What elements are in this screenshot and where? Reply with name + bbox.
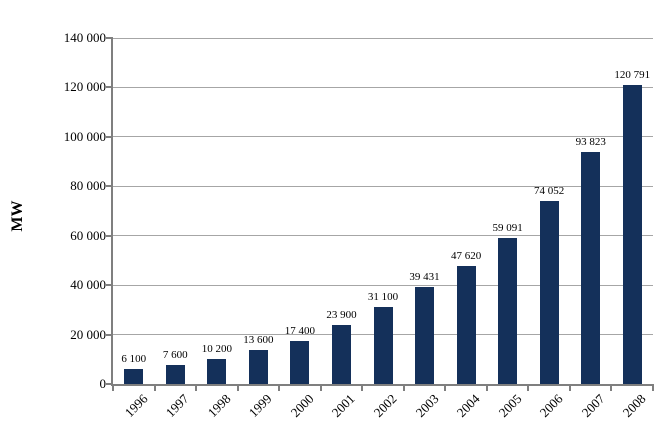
y-axis-tick-label: 20 000 — [70, 326, 106, 342]
bar-value-label: 7 600 — [162, 349, 188, 362]
x-axis-tick — [319, 384, 322, 391]
bar — [622, 85, 642, 384]
bar-value-label: 17 400 — [284, 324, 316, 337]
x-axis-tick — [112, 384, 114, 391]
y-axis-tick-label: 40 000 — [70, 277, 106, 293]
bar-value-label: 47 620 — [450, 250, 482, 263]
x-axis-tick — [610, 384, 613, 391]
gridline — [113, 37, 653, 39]
x-axis-tick — [527, 384, 530, 391]
gridline — [113, 235, 653, 237]
gridline — [113, 185, 653, 187]
y-axis-tick — [106, 333, 113, 336]
bar — [539, 200, 559, 384]
y-axis-tick-label: 0 — [99, 376, 107, 391]
y-axis-tick — [106, 185, 113, 188]
x-axis-category-label: 2008 — [619, 391, 649, 420]
bar — [124, 368, 144, 384]
bar-value-label: 59 091 — [492, 221, 523, 234]
y-axis-tick-label: 80 000 — [70, 178, 106, 194]
y-axis-tick — [106, 234, 113, 237]
bar-value-label: 10 200 — [201, 342, 232, 355]
bar — [498, 237, 518, 384]
y-axis-tick-label: 140 000 — [63, 30, 106, 45]
x-axis-line — [111, 384, 653, 386]
bar — [290, 340, 310, 384]
x-axis-tick — [195, 384, 198, 391]
x-axis-tick — [153, 384, 156, 391]
x-axis-tick — [236, 384, 239, 391]
y-axis-tick-label: 60 000 — [70, 227, 106, 243]
bar — [207, 358, 227, 384]
y-axis-tick — [106, 37, 113, 39]
bar-value-label: 13 600 — [243, 334, 274, 347]
x-axis-tick — [652, 384, 654, 391]
bar — [456, 266, 476, 384]
y-axis-tick — [106, 383, 113, 385]
bar-value-label: 120 791 — [614, 69, 651, 82]
x-axis-tick — [402, 384, 405, 391]
x-axis-tick — [278, 384, 281, 391]
y-axis-tick-label: 100 000 — [63, 128, 106, 144]
y-axis-tick — [106, 86, 113, 89]
bar — [415, 286, 435, 384]
x-axis-tick — [568, 384, 571, 391]
x-axis-tick — [361, 384, 364, 391]
bar — [373, 307, 393, 384]
bar — [331, 324, 351, 384]
y-axis-tick — [106, 284, 113, 287]
y-axis-tick-label: 120 000 — [63, 79, 106, 95]
gridline — [113, 284, 653, 286]
bar-value-label: 31 100 — [367, 291, 399, 304]
bar-value-label: 74 052 — [534, 184, 565, 197]
y-axis-tick — [106, 135, 113, 138]
bar — [248, 350, 268, 384]
y-axis-line — [111, 38, 113, 386]
bar — [581, 152, 601, 384]
bar-value-label: 39 431 — [409, 270, 440, 283]
gridline — [113, 136, 653, 138]
bar-value-label: 93 823 — [575, 136, 606, 149]
bar — [165, 365, 185, 384]
bar-value-label: 23 900 — [326, 308, 357, 321]
x-axis-tick — [485, 384, 488, 391]
gridline — [113, 86, 653, 88]
bar-value-label: 6 100 — [121, 352, 147, 365]
x-axis-tick — [444, 384, 447, 391]
